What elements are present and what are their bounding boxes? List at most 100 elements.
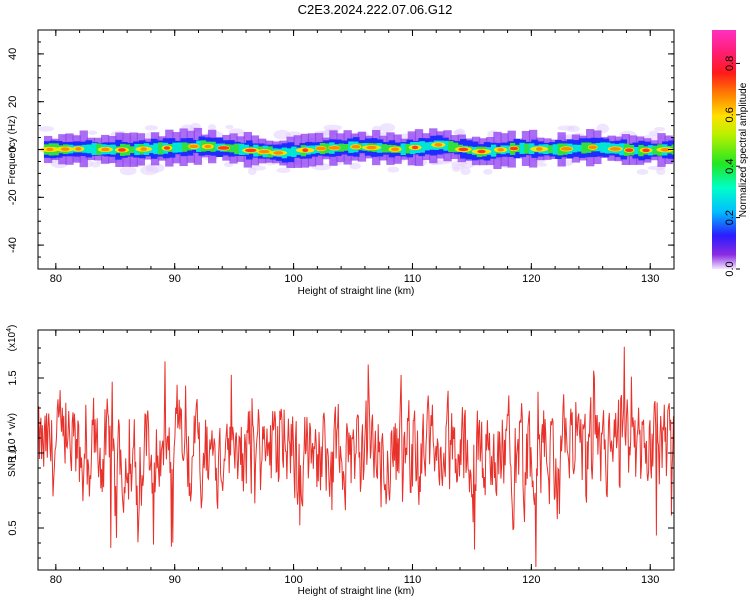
spectrogram-cell	[129, 146, 135, 154]
chart-title: C2E3.2024.222.07.06.G12	[297, 2, 453, 17]
spectrogram-x-tick-label: 100	[284, 273, 302, 285]
spectrogram-cell	[343, 144, 349, 151]
spectrogram-halo	[349, 162, 361, 170]
spectrogram-cell	[424, 142, 430, 151]
snr-y-label: SNR (10 * v/v)	[7, 413, 18, 477]
spectrogram-core	[660, 147, 670, 152]
spectrogram-x-ticks: 80 90 100 110 120 130	[50, 30, 675, 285]
spectrogram-core	[458, 147, 469, 152]
spectrogram-cell	[452, 142, 459, 153]
spectrogram-cell	[400, 143, 406, 156]
spectrogram-halo	[452, 129, 464, 135]
spectrogram-halo	[450, 160, 468, 166]
spectrogram-cell	[547, 145, 554, 154]
spectrogram-band	[38, 122, 674, 176]
spectrogram-core	[411, 145, 419, 150]
spectrogram-core	[497, 147, 504, 152]
spectrogram-y-tick-label: -40	[7, 237, 19, 253]
spectrogram-cell	[581, 142, 587, 154]
spectrogram-core	[302, 148, 309, 152]
spectrogram-cell	[238, 143, 245, 155]
spectrogram-core	[189, 144, 199, 149]
spectrogram-halo	[387, 166, 400, 173]
spectrogram-cell	[605, 142, 611, 154]
spectrogram-x-tick-label: 120	[522, 273, 540, 285]
colorbar-ticks: 0.0 0.2 0.4 0.6 0.8	[724, 56, 740, 277]
spectrogram-core	[245, 148, 257, 153]
spectrogram-cell	[286, 148, 292, 157]
snr-series-line	[38, 346, 674, 568]
spectrogram-y-tick-label: 0	[7, 146, 19, 152]
snr-panel: 80 90 100 110 120 130 0.5 1.0 1.5 Height of str…	[6, 325, 675, 597]
spectrogram-y-ticks: -40 -20 0 20 40	[7, 29, 674, 270]
spectrogram-core	[560, 147, 573, 151]
spectrogram-core	[101, 147, 110, 152]
spectrogram-cell	[505, 145, 511, 154]
spectrogram-core	[609, 147, 621, 151]
spectrogram-core	[509, 146, 519, 151]
spectrogram-cell	[158, 142, 164, 155]
spectrogram-cell	[234, 143, 240, 155]
spectrogram-core	[391, 147, 400, 152]
spectrogram-halo	[460, 167, 471, 176]
spectrogram-cell	[172, 142, 178, 153]
spectrogram-cell	[181, 142, 188, 152]
colorbar-tick-label: 0.6	[724, 107, 736, 122]
spectrogram-halo	[225, 124, 234, 130]
spectrogram-halo	[379, 123, 396, 133]
spectrogram-cell	[633, 146, 639, 155]
spectrogram-core	[351, 144, 361, 149]
spectrogram-core	[588, 145, 598, 150]
spectrogram-halo	[88, 130, 98, 135]
spectrogram-core	[163, 146, 171, 150]
snr-x-tick-label: 130	[641, 574, 659, 586]
spectrogram-panel: 80 90 100 110 120 130 -40 -20 0 20 40 Height of s…	[7, 29, 675, 297]
colorbar: 0.0 0.2 0.4 0.6 0.8 Normalized spectral ampl…	[712, 30, 749, 277]
spectrogram-x-label: Height of straight line (km)	[298, 286, 415, 297]
spectrogram-cell	[448, 141, 454, 153]
spectrogram-halo	[207, 124, 217, 131]
spectrogram-core	[625, 148, 634, 153]
spectrogram-cell	[419, 141, 425, 153]
spectrogram-cell	[86, 144, 93, 154]
spectrogram-halo	[38, 126, 55, 132]
snr-x-tick-label: 80	[50, 574, 62, 586]
colorbar-tick-label: 0.4	[724, 159, 736, 174]
spectrogram-halo	[452, 166, 461, 172]
spectrogram-core	[217, 146, 230, 150]
spectrogram-cell	[595, 143, 601, 152]
spectrogram-x-tick-label: 130	[641, 273, 659, 285]
spectrogram-y-tick-label: -20	[7, 189, 19, 205]
spectrogram-halo	[636, 168, 649, 175]
spectrogram-halo	[566, 125, 580, 133]
spectrogram-cell	[110, 144, 116, 155]
colorbar-gradient	[712, 30, 736, 269]
snr-x-tick-label: 90	[169, 574, 181, 586]
spectrogram-core	[75, 147, 82, 151]
snr-x-ticks: 80 90 100 110 120 130	[50, 330, 675, 586]
spectrogram-cell	[576, 144, 582, 152]
spectrogram-core	[642, 148, 650, 153]
spectrogram-cell	[153, 143, 159, 155]
spectrogram-cell	[571, 144, 578, 153]
spectrogram-cell	[324, 143, 330, 154]
spectrogram-cell	[381, 144, 387, 153]
snr-x-tick-label: 100	[284, 574, 302, 586]
spectrogram-x-tick-label: 90	[169, 273, 181, 285]
spectrogram-halo	[537, 162, 548, 167]
snr-y-tick-label: 1.0	[7, 445, 19, 460]
spectrogram-cell	[91, 143, 97, 155]
spectrogram-halo	[250, 165, 267, 171]
spectrogram-halo	[483, 168, 493, 175]
spectrogram-core	[366, 145, 377, 150]
spectrogram-core	[535, 147, 543, 151]
spectrogram-cell	[600, 142, 606, 153]
spectrogram-x-tick-label: 80	[50, 273, 62, 285]
spectrogram-cell	[524, 143, 530, 154]
spectrogram-core	[60, 147, 70, 151]
spectrogram-core	[204, 144, 212, 149]
spectrogram-halo	[323, 124, 343, 132]
spectrogram-core	[46, 147, 54, 152]
spectrogram-y-tick-label: 40	[7, 48, 19, 60]
